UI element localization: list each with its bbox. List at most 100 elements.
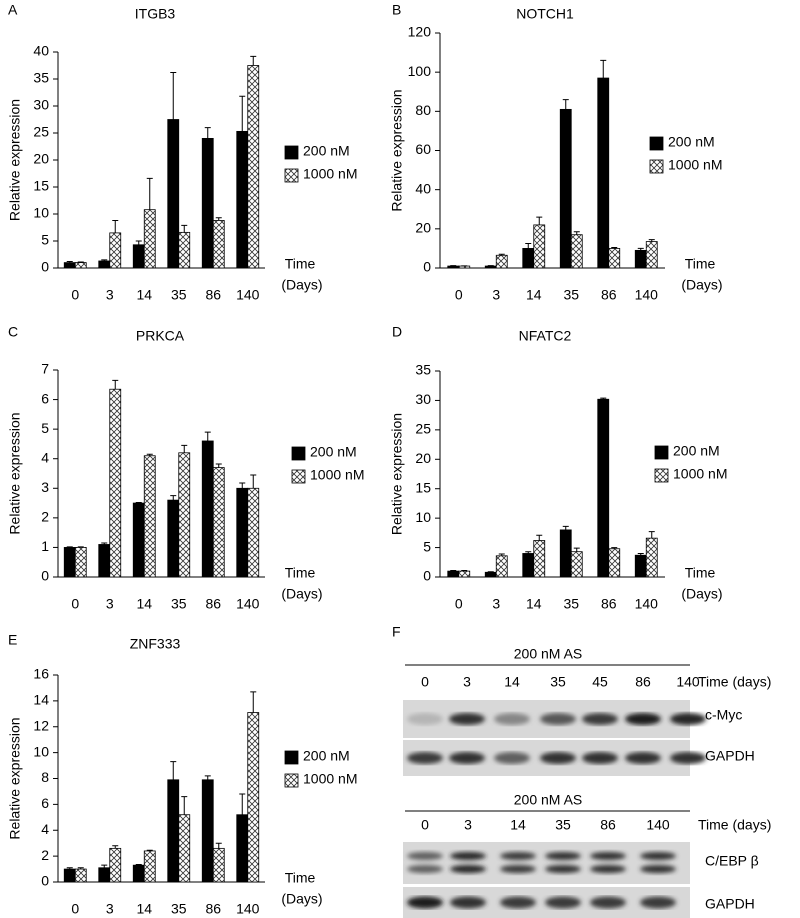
lane-label: 86 bbox=[635, 674, 651, 690]
x-tick-label: 86 bbox=[205, 596, 221, 612]
bar bbox=[132, 864, 145, 883]
bar bbox=[132, 502, 145, 578]
error-bar bbox=[637, 552, 644, 556]
error-bar bbox=[573, 231, 580, 235]
band bbox=[494, 752, 530, 764]
band bbox=[407, 852, 443, 860]
x-tick-label: 0 bbox=[71, 901, 79, 917]
y-tick-label: 30 bbox=[415, 391, 431, 407]
error-bar bbox=[600, 397, 607, 400]
x-axis-label: Time bbox=[285, 565, 316, 581]
x-tick-label: 35 bbox=[171, 596, 187, 612]
legend-label: 1000 nM bbox=[303, 771, 357, 787]
y-tick-label: 0 bbox=[423, 568, 431, 584]
bar bbox=[143, 850, 156, 883]
legend-swatch bbox=[284, 168, 299, 183]
bar bbox=[63, 262, 76, 269]
error-bar bbox=[112, 845, 119, 849]
legend-label: 1000 nM bbox=[668, 157, 722, 173]
y-axis-label: Relative expression bbox=[7, 99, 23, 221]
band bbox=[545, 865, 581, 873]
y-tick-label: 20 bbox=[33, 151, 49, 167]
x-axis-label: Time bbox=[685, 565, 716, 581]
band bbox=[640, 865, 676, 873]
y-tick-label: 60 bbox=[415, 141, 431, 157]
x-tick-label: 3 bbox=[492, 596, 500, 612]
band bbox=[500, 896, 536, 909]
bar bbox=[484, 571, 497, 578]
y-tick-label: 6 bbox=[41, 390, 49, 406]
panel-label: B bbox=[392, 2, 401, 18]
y-tick-label: 35 bbox=[415, 362, 431, 378]
x-axis-label: (Days) bbox=[281, 277, 322, 293]
bar bbox=[212, 467, 225, 578]
error-bar bbox=[648, 239, 655, 242]
error-bar bbox=[536, 216, 543, 225]
legend-swatch bbox=[649, 136, 664, 151]
x-tick-label: 3 bbox=[492, 287, 500, 303]
bar bbox=[597, 398, 610, 578]
bar bbox=[533, 540, 546, 578]
bar bbox=[201, 779, 214, 883]
bar bbox=[236, 487, 249, 578]
error-bar bbox=[112, 219, 119, 233]
blot-membrane bbox=[403, 842, 690, 884]
bar bbox=[167, 779, 180, 883]
error-bar bbox=[648, 531, 655, 539]
error-bar bbox=[146, 177, 153, 210]
band bbox=[545, 896, 581, 909]
bar bbox=[212, 847, 225, 883]
y-tick-label: 8 bbox=[41, 769, 49, 785]
bar bbox=[645, 537, 658, 578]
bar bbox=[608, 548, 621, 578]
lane-label: 140 bbox=[646, 817, 670, 833]
bar bbox=[559, 529, 572, 578]
legend-label: 200 nM bbox=[303, 748, 350, 764]
panel-label: E bbox=[8, 632, 17, 648]
band bbox=[450, 852, 486, 860]
error-bar bbox=[487, 571, 494, 573]
error-bar bbox=[101, 864, 108, 868]
lane-label: 0 bbox=[421, 817, 429, 833]
error-bar bbox=[181, 224, 188, 233]
x-axis-label: (Days) bbox=[681, 586, 722, 602]
y-tick-label: 5 bbox=[41, 232, 49, 248]
time-label: Time (days) bbox=[698, 817, 771, 833]
y-tick-label: 7 bbox=[41, 361, 49, 377]
band bbox=[582, 752, 618, 764]
bar bbox=[608, 248, 621, 269]
legend-swatch bbox=[284, 750, 299, 765]
band bbox=[625, 752, 661, 764]
y-tick-label: 10 bbox=[33, 205, 49, 221]
y-tick-label: 15 bbox=[33, 178, 49, 194]
band bbox=[540, 752, 576, 764]
x-tick-label: 140 bbox=[236, 287, 260, 303]
panel-label: F bbox=[392, 624, 401, 640]
error-bar bbox=[181, 796, 188, 815]
blot-bands bbox=[407, 896, 676, 909]
error-bar bbox=[66, 546, 73, 548]
x-tick-label: 14 bbox=[136, 596, 152, 612]
band bbox=[590, 896, 626, 909]
error-bar bbox=[611, 246, 618, 249]
chart-title: ZNF333 bbox=[130, 636, 181, 652]
lane-label: 35 bbox=[555, 817, 571, 833]
x-tick-label: 3 bbox=[106, 596, 114, 612]
bar bbox=[570, 234, 583, 269]
bar bbox=[74, 262, 87, 269]
error-bar bbox=[77, 546, 84, 548]
y-tick-label: 10 bbox=[415, 509, 431, 525]
x-axis-label: Time bbox=[685, 256, 716, 272]
error-bar bbox=[77, 261, 84, 263]
error-bar bbox=[450, 570, 457, 572]
y-tick-label: 25 bbox=[415, 421, 431, 437]
bar bbox=[247, 487, 260, 578]
x-axis-label: Time bbox=[285, 870, 316, 886]
legend-swatch bbox=[291, 469, 306, 484]
x-tick-label: 35 bbox=[563, 596, 579, 612]
y-tick-label: 2 bbox=[41, 509, 49, 525]
y-tick-label: 40 bbox=[415, 180, 431, 196]
bar bbox=[98, 260, 111, 269]
bar bbox=[236, 814, 249, 883]
error-bar bbox=[135, 501, 142, 504]
